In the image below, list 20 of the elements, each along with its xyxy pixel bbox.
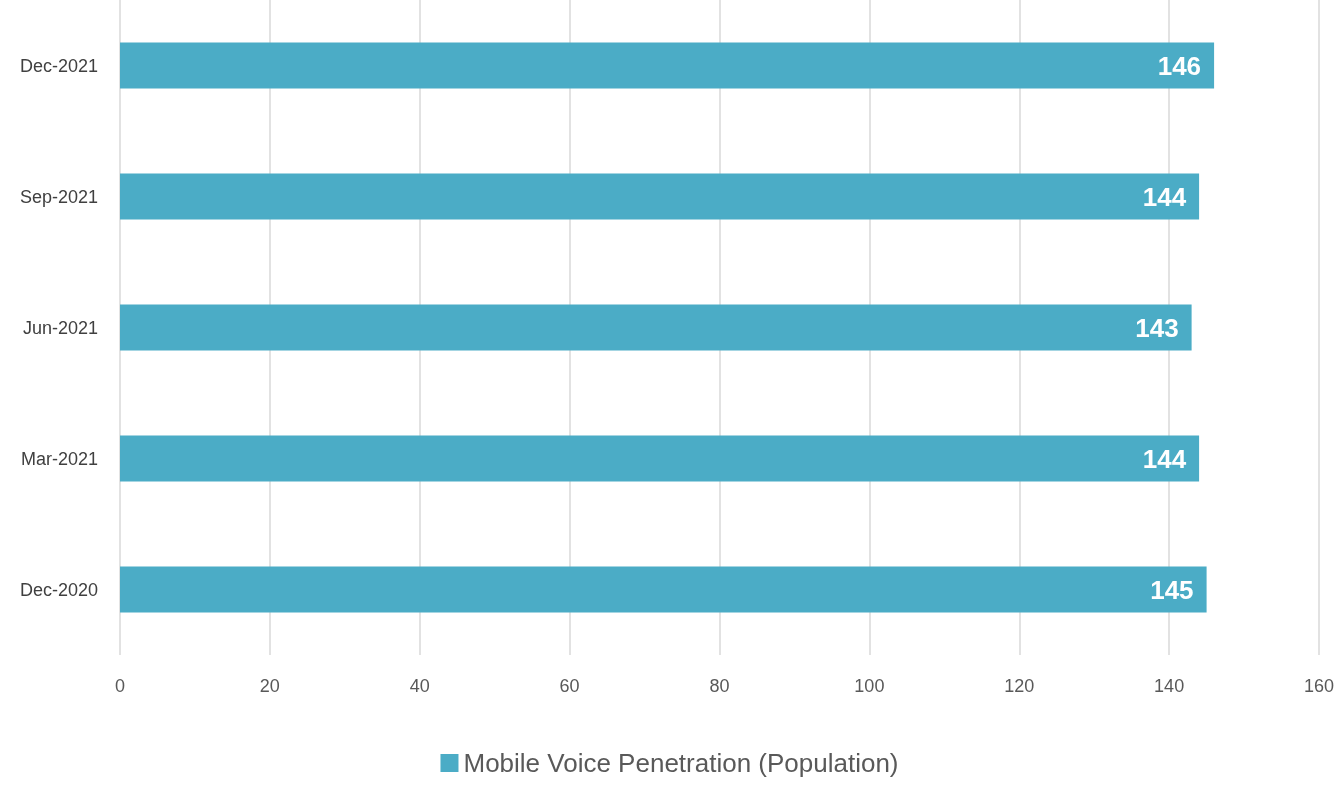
x-tick-label: 20: [259, 676, 280, 696]
x-tick-label: 140: [1154, 676, 1185, 696]
data-label: 146: [1157, 50, 1202, 81]
x-tick-label: 40: [409, 676, 430, 696]
x-tick-label: 0: [114, 676, 126, 696]
y-tick-label: Jun-2021: [22, 317, 98, 338]
x-tick-label: 60: [559, 676, 580, 696]
y-tick-label: Dec-2021: [19, 55, 98, 76]
data-label: 143: [1135, 312, 1179, 343]
legend-label: Mobile Voice Penetration (Population): [463, 748, 899, 778]
y-tick-label: Mar-2021: [20, 448, 98, 469]
data-label: 144: [1142, 181, 1187, 212]
x-tick-label: 160: [1303, 676, 1335, 696]
y-tick-label: Dec-2020: [19, 579, 98, 600]
data-label: 145: [1150, 574, 1194, 605]
y-tick-label: Sep-2021: [19, 186, 98, 207]
x-tick-label: 80: [709, 676, 730, 696]
x-tick-label: 120: [1004, 676, 1035, 696]
data-label: 144: [1142, 443, 1187, 474]
x-tick-label: 100: [854, 676, 885, 696]
